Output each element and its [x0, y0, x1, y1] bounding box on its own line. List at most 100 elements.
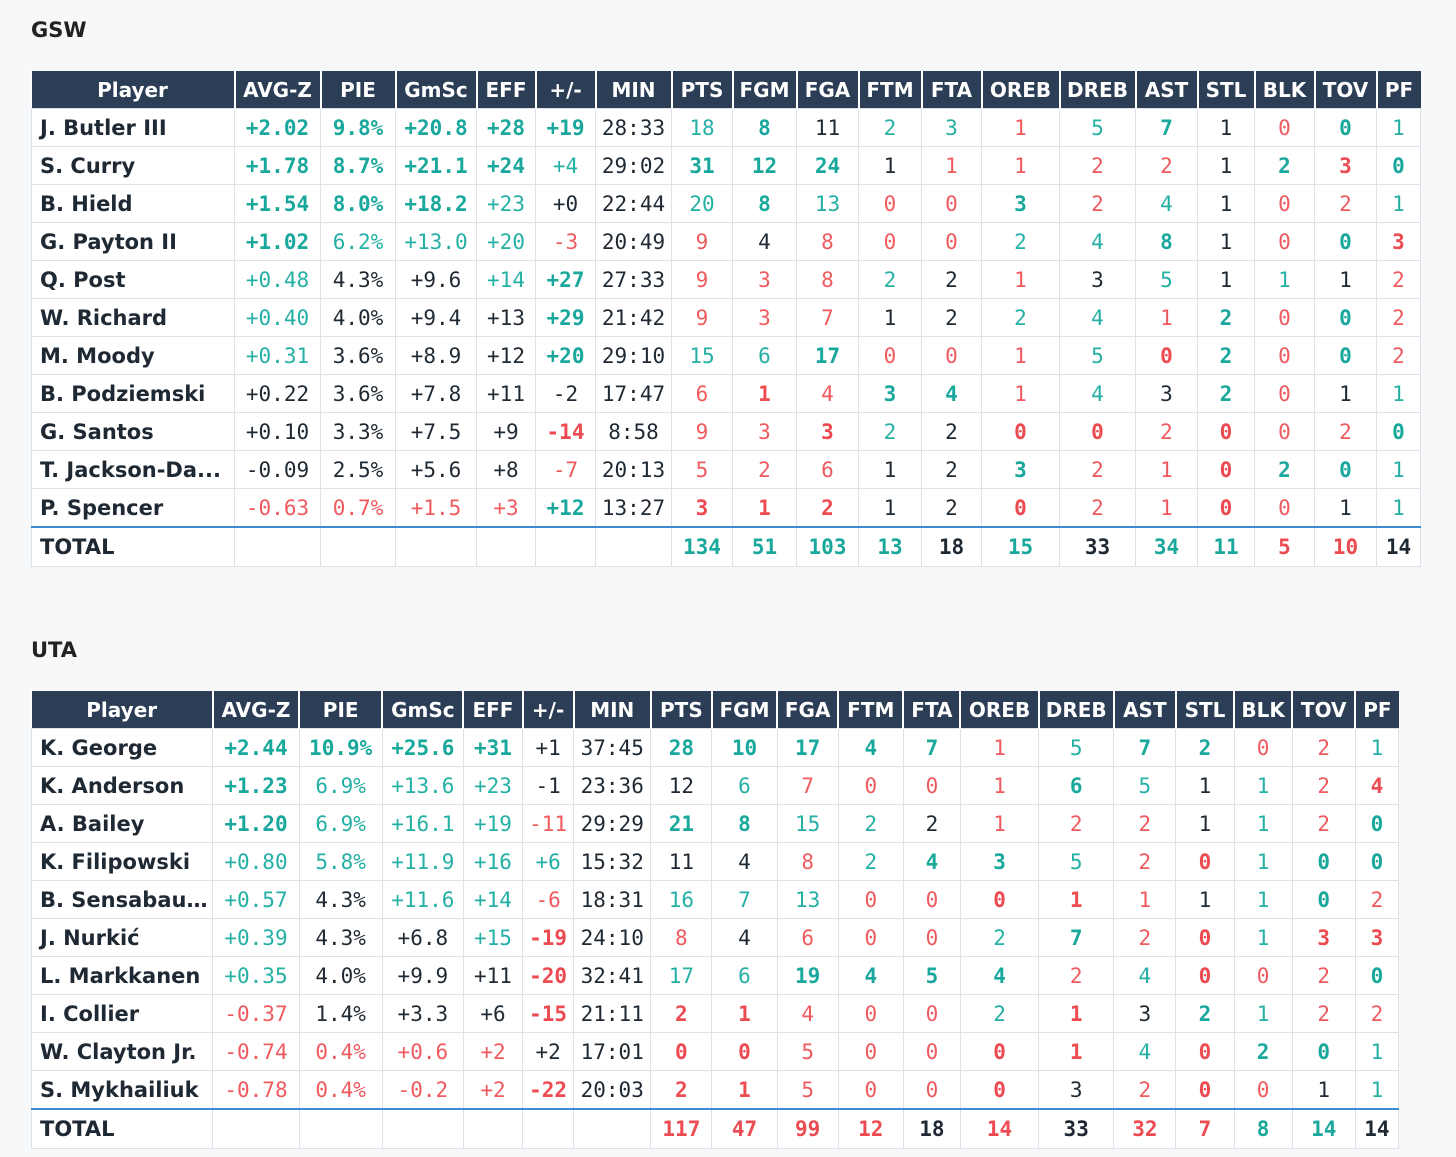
- stat-cell-min: 27:33: [595, 260, 672, 299]
- stat-cell-tov: 3: [1291, 918, 1356, 957]
- player-row: W. Clayton Jr. -0.74 0.4% +0.6 +2 +2 17:01 0 0 5 0…: [30, 1032, 1400, 1071]
- column-header-plus-minus: +/-: [521, 691, 574, 729]
- stat-cell-pf: 1: [1354, 1070, 1400, 1110]
- stat-cell-eff: +28: [476, 108, 536, 147]
- stat-cell-fta: 5: [902, 956, 961, 995]
- column-header-player: Player: [31, 71, 235, 109]
- stat-cell-gmsc: -0.2: [381, 1070, 464, 1110]
- total-cell-ftm: 13: [858, 526, 922, 567]
- stat-cell-tov: 0: [1314, 336, 1377, 375]
- stat-cell-plus-minus: +29: [535, 298, 596, 337]
- stat-cell-fgm: 1: [711, 1070, 778, 1110]
- stat-cell-ftm: 0: [837, 1070, 904, 1110]
- stat-cell-min: 8:58: [595, 412, 672, 451]
- player-row: J. Butler III +2.02 9.8% +20.8 +28 +19 28:33 18…: [31, 108, 1421, 147]
- stat-cell-min: 15:32: [573, 842, 652, 881]
- stat-cell-fgm: 6: [711, 956, 778, 995]
- stat-cell-plus-minus: -1: [522, 766, 575, 805]
- stat-cell-ftm: 0: [837, 994, 904, 1033]
- stat-cell-ftm: 2: [858, 108, 922, 147]
- stat-cell-eff: +8: [476, 450, 536, 489]
- stat-cell-ftm: 0: [858, 222, 922, 261]
- column-header-ast: AST: [1112, 691, 1176, 729]
- stat-cell-plus-minus: +27: [535, 260, 596, 299]
- stat-cell-dreb: 5: [1038, 728, 1115, 767]
- stat-cell-ast: 2: [1113, 1070, 1177, 1110]
- column-header-oreb: OREB: [959, 691, 1039, 729]
- stat-cell-gmsc: +0.6: [381, 1032, 464, 1071]
- stat-cell-stl: 0: [1175, 842, 1235, 881]
- stat-cell-blk: 1: [1233, 766, 1293, 805]
- stat-cell-ftm: 4: [837, 728, 904, 767]
- stat-cell-avg-z: -0.63: [234, 488, 321, 528]
- stat-cell-fgm: 4: [711, 918, 778, 957]
- stat-cell-tov: 1: [1314, 374, 1377, 413]
- total-cell-stl: 11: [1197, 526, 1255, 567]
- stat-cell-gmsc: +21.1: [395, 146, 477, 185]
- column-header-eff: EFF: [462, 691, 523, 729]
- stat-cell-ftm: 2: [858, 412, 922, 451]
- column-header-pts: PTS: [649, 691, 712, 729]
- stat-cell-stl: 0: [1175, 1032, 1235, 1071]
- player-name: A. Bailey: [30, 804, 214, 843]
- player-name: W. Clayton Jr.: [30, 1032, 214, 1071]
- stat-cell-plus-minus: -20: [522, 956, 575, 995]
- stat-cell-ftm: 0: [837, 880, 904, 919]
- stat-cell-min: 29:29: [573, 804, 652, 843]
- stat-cell-fta: 2: [921, 450, 982, 489]
- stat-cell-pts: 2: [650, 1070, 713, 1110]
- stat-cell-blk: 0: [1254, 108, 1315, 147]
- stat-cell-min: 17:47: [595, 374, 672, 413]
- empty-cell: [535, 526, 596, 567]
- stat-cell-pie: 4.3%: [298, 918, 383, 957]
- stat-cell-fgm: 3: [732, 260, 797, 299]
- stat-cell-fta: 2: [921, 412, 982, 451]
- stat-cell-pts: 16: [650, 880, 713, 919]
- stat-cell-fga: 7: [796, 298, 859, 337]
- stat-cell-pts: 9: [671, 260, 733, 299]
- stat-cell-plus-minus: -11: [522, 804, 575, 843]
- stat-cell-ftm: 3: [858, 374, 922, 413]
- stat-cell-dreb: 2: [1059, 146, 1136, 185]
- empty-cell: [298, 1108, 383, 1149]
- stat-cell-dreb: 5: [1059, 336, 1136, 375]
- stat-cell-oreb: 1: [959, 766, 1040, 805]
- stat-cell-eff: +12: [476, 336, 536, 375]
- stat-cell-oreb: 2: [981, 298, 1060, 337]
- player-row: K. George +2.44 10.9% +25.6 +31 +1 37:45 28 10 17…: [30, 728, 1400, 767]
- player-name: Q. Post: [31, 260, 235, 299]
- stat-cell-ast: 4: [1113, 1032, 1177, 1071]
- stat-cell-oreb: 2: [959, 918, 1040, 957]
- stat-cell-dreb: 4: [1059, 222, 1136, 261]
- total-cell-oreb: 15: [981, 526, 1060, 567]
- stat-cell-min: 21:11: [573, 994, 652, 1033]
- stat-cell-pie: 6.2%: [320, 222, 396, 261]
- stat-cell-tov: 0: [1314, 222, 1377, 261]
- total-cell-pts: 117: [650, 1108, 713, 1149]
- stat-cell-pts: 20: [671, 184, 733, 223]
- stat-cell-fga: 7: [776, 766, 839, 805]
- total-label: TOTAL: [30, 1108, 214, 1149]
- stat-cell-pts: 11: [650, 842, 713, 881]
- stat-cell-oreb: 1: [981, 146, 1060, 185]
- stat-cell-gmsc: +16.1: [381, 804, 464, 843]
- stat-cell-oreb: 0: [981, 488, 1060, 528]
- stat-cell-fga: 5: [776, 1070, 839, 1110]
- stat-cell-oreb: 2: [959, 994, 1040, 1033]
- stat-cell-dreb: 2: [1038, 956, 1115, 995]
- stat-cell-gmsc: +9.9: [381, 956, 464, 995]
- stat-cell-stl: 0: [1175, 918, 1235, 957]
- stat-cell-blk: 0: [1233, 728, 1293, 767]
- stat-cell-ast: 1: [1135, 298, 1198, 337]
- stat-cell-pie: 6.9%: [298, 804, 383, 843]
- stat-cell-blk: 0: [1254, 374, 1315, 413]
- stat-cell-plus-minus: -14: [535, 412, 596, 451]
- stat-cell-fga: 17: [796, 336, 859, 375]
- stat-cell-pf: 1: [1376, 450, 1421, 489]
- stat-cell-fta: 0: [902, 766, 961, 805]
- stat-cell-fta: 0: [921, 184, 982, 223]
- stat-cell-dreb: 2: [1059, 488, 1136, 528]
- stat-cell-dreb: 1: [1038, 994, 1115, 1033]
- total-cell-pf: 14: [1376, 526, 1421, 567]
- player-name: B. Podziemski: [31, 374, 235, 413]
